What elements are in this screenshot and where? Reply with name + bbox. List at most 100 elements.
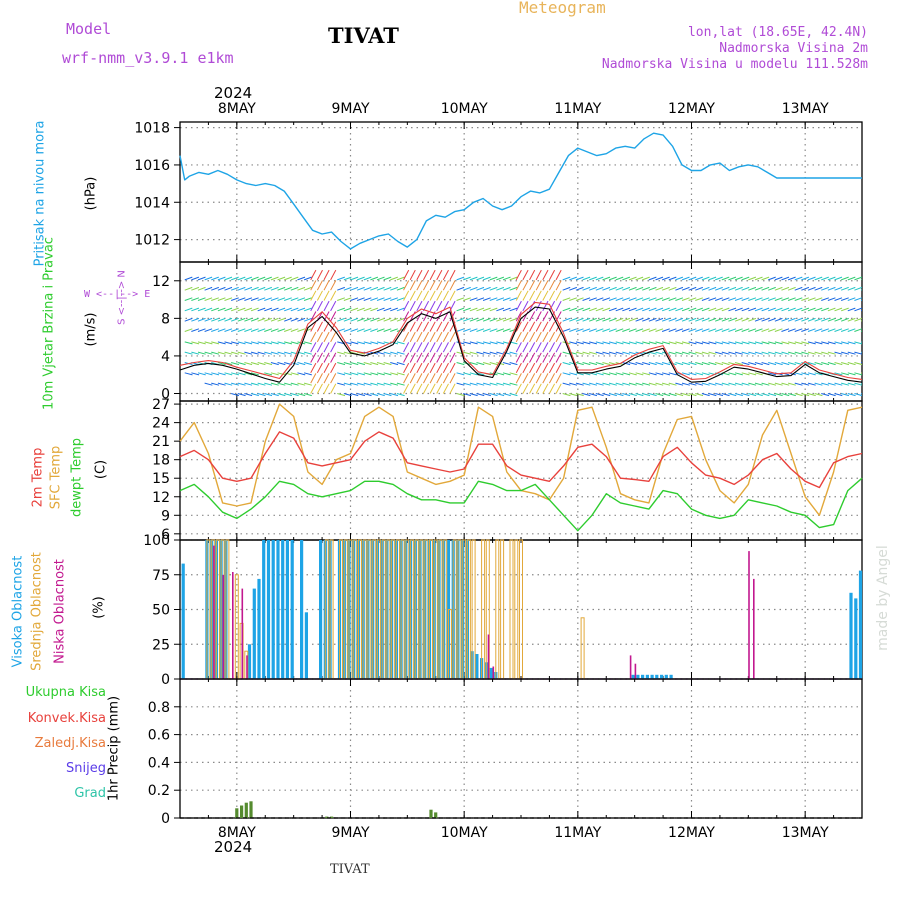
wind-vector xyxy=(211,307,219,312)
wind-vector xyxy=(191,317,200,322)
wind-vector xyxy=(204,372,213,376)
wind-vector xyxy=(608,372,617,376)
wind-vector xyxy=(840,328,849,332)
wind-vector xyxy=(191,328,200,332)
wind-vector xyxy=(535,321,542,332)
wind-vector xyxy=(429,362,436,374)
wind-vector xyxy=(847,328,856,332)
wind-vector xyxy=(675,276,684,281)
wind-vector xyxy=(787,393,796,397)
day-label-top: 9MAY xyxy=(331,101,369,117)
wind-vector xyxy=(211,297,219,301)
wind-vector xyxy=(761,362,770,366)
wind-vector xyxy=(575,317,584,322)
wind-vector xyxy=(350,307,359,312)
wind-vector xyxy=(602,317,611,322)
wind-vector xyxy=(489,286,498,291)
wind-vector xyxy=(628,341,637,345)
wind-vector xyxy=(622,286,631,291)
wind-vector xyxy=(449,383,456,394)
wind-vector xyxy=(416,290,423,301)
wind-vector xyxy=(337,351,346,355)
wind-vector xyxy=(569,393,578,397)
wind-vector xyxy=(794,276,803,281)
wind-vector xyxy=(814,362,823,366)
wind-vector xyxy=(834,341,843,345)
wind-vector xyxy=(403,300,410,312)
wind-vector xyxy=(363,362,372,366)
wind-vector xyxy=(529,300,536,312)
wind-vector xyxy=(396,351,405,355)
wind-vector xyxy=(569,328,577,332)
legend-zaledj: Zaledj.Kisa xyxy=(34,736,106,751)
wind-vector xyxy=(429,321,436,332)
wind-vector xyxy=(681,328,690,332)
wind-vector xyxy=(376,393,385,397)
wind-vector xyxy=(356,297,365,301)
precip-bar xyxy=(235,808,239,818)
wind-vector xyxy=(343,362,352,366)
wind-vector xyxy=(297,372,306,376)
wind-vector xyxy=(715,297,723,301)
wind-vector xyxy=(569,307,577,312)
wind-vector xyxy=(608,351,617,355)
wind-vector xyxy=(821,297,829,301)
wind-vector xyxy=(814,328,823,332)
wind-vector xyxy=(277,276,286,281)
wind-vector xyxy=(668,276,677,281)
wind-vector xyxy=(509,286,518,291)
wind-vector xyxy=(456,393,465,397)
wind-vector xyxy=(449,362,456,374)
wind-vector xyxy=(668,328,677,332)
wind-vector xyxy=(237,362,246,366)
wind-vector xyxy=(602,328,611,332)
low-cloud-label: Niska Oblacnost xyxy=(52,559,68,664)
panel-wind: 0 4 8 12 xyxy=(152,261,863,402)
wind-vector xyxy=(582,276,591,281)
wind-vector xyxy=(330,269,337,281)
wind-vector xyxy=(363,286,372,291)
wind-vector xyxy=(297,328,306,332)
wind-vector xyxy=(357,341,366,345)
wind-vector xyxy=(628,328,637,332)
wind-vector xyxy=(502,362,511,366)
wind-vector xyxy=(827,362,836,366)
wind-vector xyxy=(429,352,436,363)
wind-vector xyxy=(562,286,571,291)
wind-vector xyxy=(191,372,200,376)
wind-vector xyxy=(211,382,220,386)
wind-vector xyxy=(734,372,743,376)
wind-vector xyxy=(244,317,253,322)
wind-vector xyxy=(290,276,299,281)
wind-vector xyxy=(509,317,518,322)
wind-vector xyxy=(496,393,505,397)
wind-vector xyxy=(761,328,770,332)
wind-vector xyxy=(343,317,352,322)
low-cloud-bar xyxy=(492,666,495,679)
wind-vector xyxy=(701,297,710,301)
wind-vector xyxy=(225,393,233,395)
high-cloud-bar xyxy=(854,598,858,679)
wind-vector xyxy=(476,382,485,386)
wind-vector xyxy=(237,307,246,312)
y-tick-label: 12 xyxy=(152,274,170,290)
wind-vector xyxy=(284,328,292,332)
wind-vector xyxy=(840,317,849,322)
wind-vector xyxy=(615,372,624,376)
panels: 1012101410161018048126912151821242702550… xyxy=(134,101,863,841)
wind-vector xyxy=(211,372,220,376)
wind-vector xyxy=(675,307,684,312)
wind-vector xyxy=(801,307,810,312)
wind-vector xyxy=(529,269,536,281)
wind-vector xyxy=(257,307,266,312)
wind-vector xyxy=(715,317,723,322)
panel-frame xyxy=(179,400,863,541)
wind-vector xyxy=(661,286,670,291)
wind-vector xyxy=(456,307,465,312)
wind-vector xyxy=(787,328,796,332)
wind-vector xyxy=(608,317,617,322)
wind-vector xyxy=(449,373,456,384)
wind-vector xyxy=(476,286,485,291)
wind-vector xyxy=(668,351,677,355)
precip-bar xyxy=(249,801,253,818)
